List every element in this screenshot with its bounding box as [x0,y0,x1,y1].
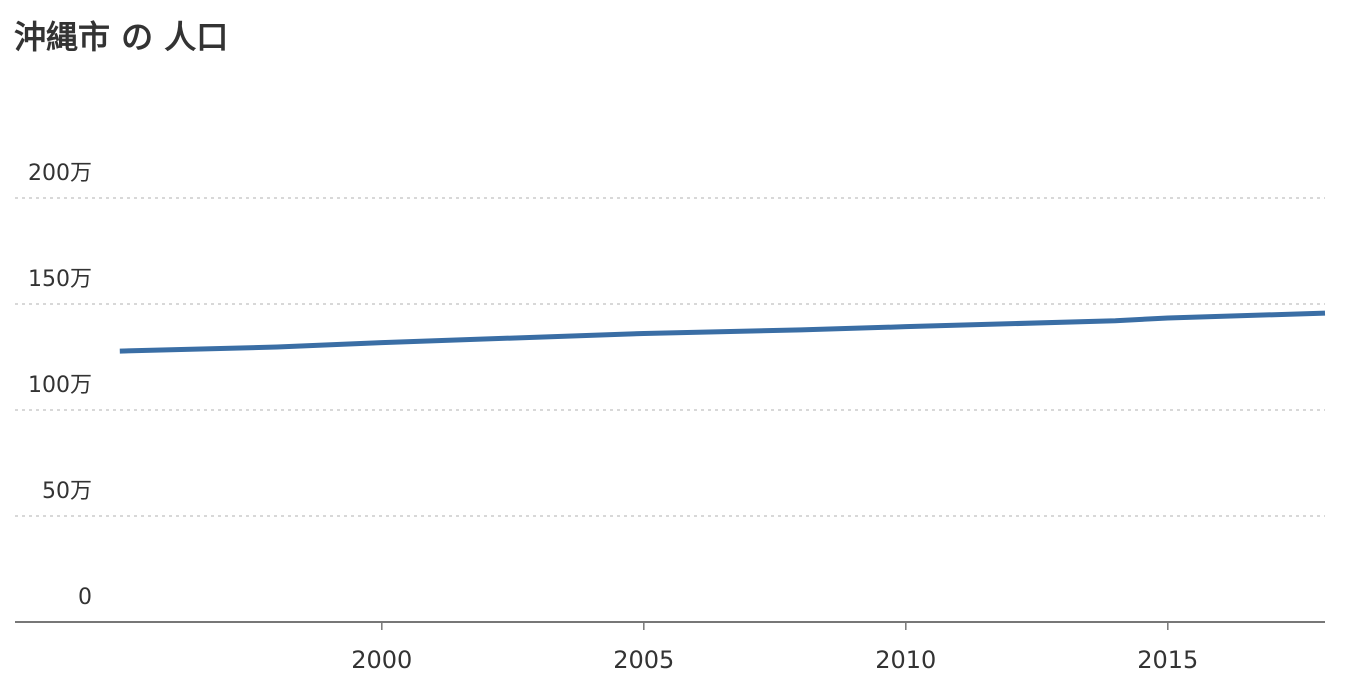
data-line [119,310,1326,354]
y-tick-label: 150万 [28,267,92,292]
chart-title: 沖縄市 の 人口 [14,18,228,56]
y-tick-label: 100万 [28,373,92,398]
x-tick-label: 2005 [613,646,674,674]
y-tick-label: 200万 [28,161,92,186]
x-tick-label: 2010 [875,646,936,674]
x-tick-label: 2015 [1137,646,1198,674]
x-tick-label: 2000 [351,646,412,674]
y-tick-label: 0 [78,585,92,610]
y-tick-label: 50万 [42,479,92,504]
